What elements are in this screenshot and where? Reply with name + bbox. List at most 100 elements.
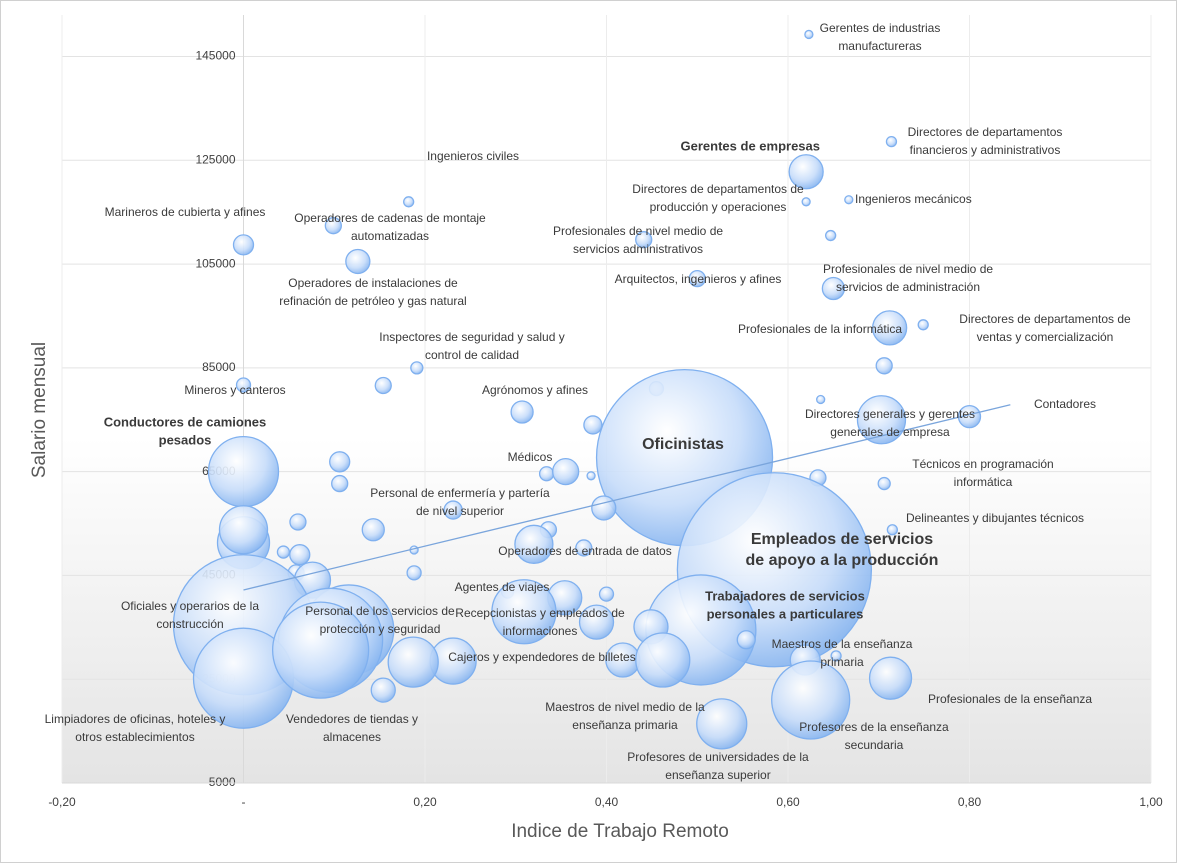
bubble	[345, 248, 371, 275]
bubble	[276, 545, 291, 559]
bubble	[329, 451, 351, 473]
point-label: refinación de petróleo y gas natural	[279, 294, 466, 308]
bubble	[575, 539, 593, 557]
point-label: servicios administrativos	[573, 242, 703, 256]
bubble	[491, 579, 557, 645]
point-label: Limpiadores de oficinas, hoteles y	[45, 712, 226, 726]
point-label: Ingenieros mecánicos	[855, 192, 972, 206]
bubble	[406, 565, 422, 581]
point-label: Maestros de la enseñanza	[772, 637, 913, 651]
bubble	[875, 357, 893, 375]
bubble	[788, 154, 824, 190]
bubble	[410, 361, 424, 375]
bubble	[232, 234, 255, 256]
point-label: Profesionales de la enseñanza	[928, 692, 1092, 706]
trendline	[243, 404, 1011, 591]
point-label: personales a particulares	[707, 606, 864, 621]
bubble	[289, 544, 311, 566]
bubble	[886, 524, 899, 536]
bubble	[387, 636, 439, 688]
bubble	[374, 376, 392, 395]
point-label: Delineantes y dibujantes técnicos	[906, 511, 1084, 525]
bubble	[510, 400, 534, 424]
point-label: pesados	[159, 432, 212, 447]
bubble	[635, 231, 653, 249]
point-label: Profesionales de la informática	[738, 322, 902, 336]
point-label: servicios de administración	[836, 280, 980, 294]
x-tick-label: -0,20	[48, 795, 76, 809]
bubble	[552, 457, 580, 486]
point-label: financieros y administrativos	[910, 143, 1061, 157]
point-label: ventas y comercialización	[977, 330, 1114, 344]
x-tick-label: 0,80	[958, 795, 982, 809]
bubble	[844, 195, 854, 205]
bubble	[583, 415, 603, 435]
point-label: Trabajadores de servicios	[705, 588, 865, 603]
point-label: enseñanza superior	[665, 768, 770, 782]
bubble	[885, 135, 898, 148]
point-label: Oficinistas	[642, 436, 724, 453]
bubble	[696, 698, 748, 750]
point-label: informática	[954, 475, 1013, 489]
bubble	[868, 656, 913, 700]
bubble	[771, 660, 851, 740]
bubble	[598, 586, 615, 602]
point-label: Profesores de la enseñanza	[799, 720, 949, 734]
point-label: de apoyo a la producción	[746, 552, 939, 569]
point-label: Personal de enfermería y partería	[370, 486, 550, 500]
point-label: Profesores de universidades de la	[627, 750, 809, 764]
point-label: Vendedores de tiendas y	[286, 712, 418, 726]
x-tick-label: 0,40	[595, 795, 619, 809]
bubble	[207, 435, 280, 508]
point-label: Empleados de servicios	[751, 531, 933, 548]
point-label: control de calidad	[425, 348, 519, 362]
point-label: Directores generales y gerentes	[805, 407, 975, 421]
bubble	[578, 604, 615, 640]
x-axis-title: Indice de Trabajo Remoto	[511, 821, 729, 842]
bubble	[361, 518, 385, 542]
x-tick-label: 0,20	[413, 795, 437, 809]
point-label: Conductores de camiones	[104, 414, 267, 429]
bubble	[688, 269, 706, 288]
bubble	[877, 476, 891, 491]
point-label: de nivel superior	[416, 504, 504, 518]
point-label: automatizadas	[351, 229, 429, 243]
bubble	[443, 500, 463, 520]
x-tick-label: 0,60	[776, 795, 800, 809]
bubble	[218, 505, 269, 555]
point-label: Agrónomos y afines	[482, 383, 588, 397]
bubble	[821, 276, 846, 301]
x-tick-label: 1,00	[1139, 795, 1163, 809]
y-tick-label: 125000	[195, 152, 235, 166]
point-label: Cajeros y expendedores de billetes	[448, 650, 635, 664]
point-label: Recepcionistas y empleados de	[455, 606, 625, 620]
point-label: Profesionales de nivel medio de	[553, 224, 723, 238]
bubble	[514, 524, 554, 564]
point-label: Inspectores de seguridad y salud y	[379, 330, 564, 344]
point-label: Operadores de cadenas de montaje	[294, 211, 486, 225]
bubble	[324, 217, 342, 235]
bubble	[271, 601, 370, 699]
point-label: manufactureras	[838, 39, 921, 53]
bubble	[856, 395, 907, 445]
y-tick-label: 145000	[195, 49, 235, 63]
point-label: Operadores de entrada de datos	[498, 544, 671, 558]
bubble	[591, 495, 617, 521]
point-label: Directores de departamentos de	[959, 312, 1131, 326]
bubble	[825, 229, 837, 242]
point-label: protección y seguridad	[320, 622, 441, 636]
bubble	[235, 377, 252, 393]
point-label: Personal de los servicios de	[305, 604, 455, 618]
bubble	[289, 513, 307, 531]
bubble	[331, 474, 349, 493]
point-label: Directores de departamentos de	[632, 182, 804, 196]
point-label: Contadores	[1034, 397, 1096, 411]
y-tick-label: 85000	[202, 360, 236, 374]
point-label: generales de empresa	[830, 425, 950, 439]
point-label: Operadores de instalaciones de	[288, 276, 458, 290]
bubble	[804, 29, 814, 40]
point-label: Gerentes de industrias	[820, 21, 941, 35]
x-tick-label: -	[242, 795, 246, 809]
bubble	[801, 197, 811, 207]
point-label: Médicos	[508, 450, 553, 464]
